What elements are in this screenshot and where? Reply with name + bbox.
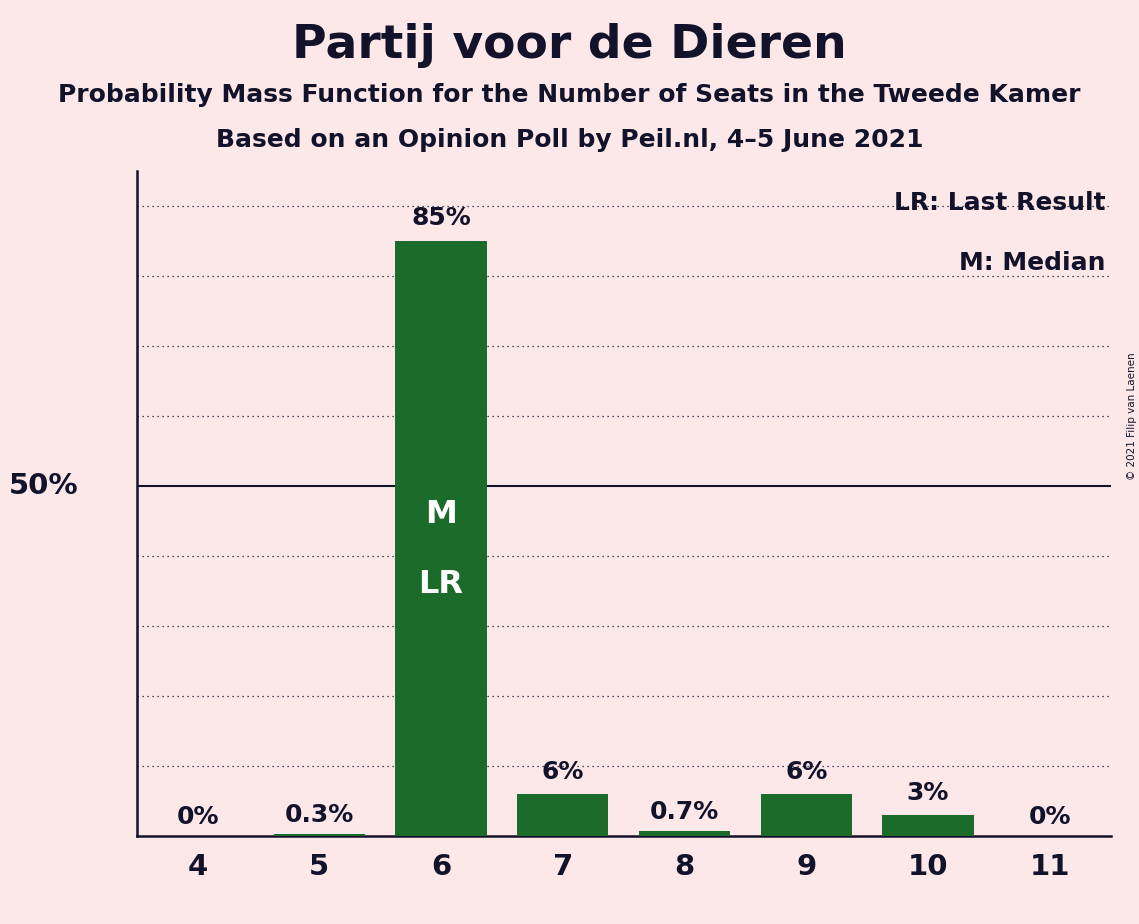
Bar — [761, 795, 852, 836]
Bar — [883, 815, 974, 836]
Text: © 2021 Filip van Laenen: © 2021 Filip van Laenen — [1126, 352, 1137, 480]
Text: 0%: 0% — [1029, 805, 1071, 829]
Text: Probability Mass Function for the Number of Seats in the Tweede Kamer: Probability Mass Function for the Number… — [58, 83, 1081, 107]
Bar — [517, 795, 608, 836]
Text: 3%: 3% — [907, 781, 949, 805]
Text: Based on an Opinion Poll by Peil.nl, 4–5 June 2021: Based on an Opinion Poll by Peil.nl, 4–5… — [215, 128, 924, 152]
Text: LR: LR — [418, 568, 464, 600]
Bar — [273, 834, 364, 836]
Text: 6%: 6% — [541, 760, 584, 784]
Text: 85%: 85% — [411, 206, 470, 230]
Text: 0.3%: 0.3% — [285, 803, 354, 827]
Text: M: M — [425, 499, 457, 529]
Text: 6%: 6% — [785, 760, 827, 784]
Bar — [639, 832, 730, 836]
Text: 50%: 50% — [9, 472, 79, 500]
Bar — [395, 241, 486, 836]
Text: M: Median: M: Median — [959, 250, 1106, 274]
Text: 0.7%: 0.7% — [650, 800, 719, 824]
Text: Partij voor de Dieren: Partij voor de Dieren — [292, 23, 847, 68]
Text: 0%: 0% — [177, 805, 219, 829]
Text: LR: Last Result: LR: Last Result — [894, 191, 1106, 215]
